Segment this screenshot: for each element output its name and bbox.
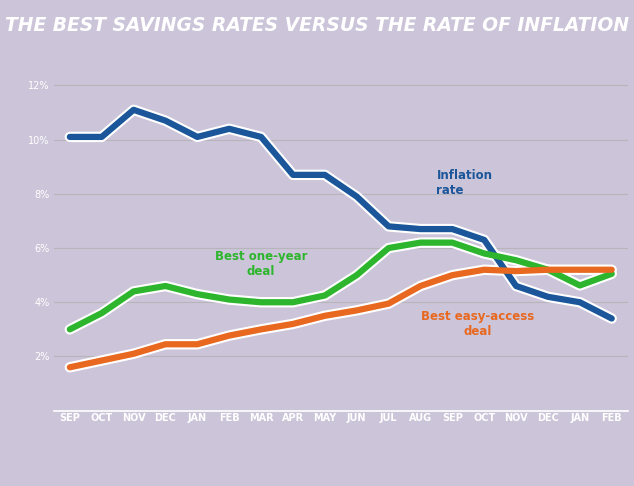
Text: THE BEST SAVINGS RATES VERSUS THE RATE OF INFLATION: THE BEST SAVINGS RATES VERSUS THE RATE O… xyxy=(5,16,629,35)
Text: Best one-year
deal: Best one-year deal xyxy=(215,250,307,278)
Text: Inflation
rate: Inflation rate xyxy=(436,169,493,197)
Text: Best easy-access
deal: Best easy-access deal xyxy=(421,310,534,338)
